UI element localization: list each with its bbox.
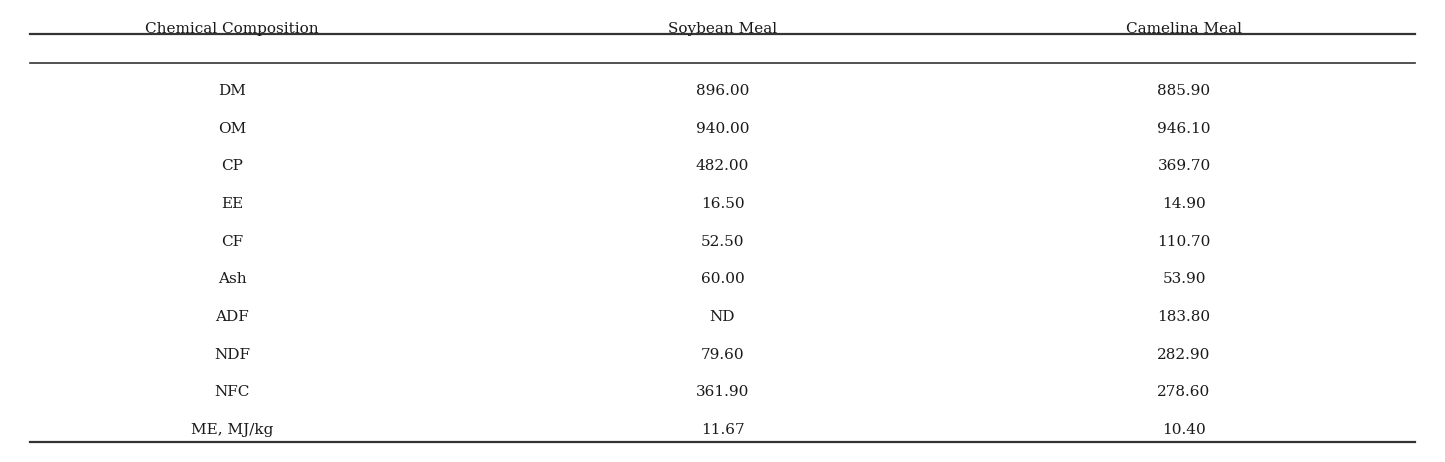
Text: EE: EE (221, 197, 243, 211)
Text: 16.50: 16.50 (701, 197, 744, 211)
Text: 361.90: 361.90 (696, 385, 749, 399)
Text: 52.50: 52.50 (701, 235, 744, 249)
Text: 278.60: 278.60 (1157, 385, 1211, 399)
Text: ADF: ADF (215, 310, 249, 324)
Text: CP: CP (221, 159, 243, 173)
Text: NFC: NFC (214, 385, 250, 399)
Text: 60.00: 60.00 (701, 272, 744, 286)
Text: 940.00: 940.00 (695, 122, 750, 136)
Text: NDF: NDF (214, 347, 250, 362)
Text: Soybean Meal: Soybean Meal (668, 22, 777, 36)
Text: ND: ND (709, 310, 736, 324)
Text: Chemical Composition: Chemical Composition (146, 22, 319, 36)
Text: 14.90: 14.90 (1162, 197, 1207, 211)
Text: 183.80: 183.80 (1157, 310, 1211, 324)
Text: 946.10: 946.10 (1157, 122, 1211, 136)
Text: 79.60: 79.60 (701, 347, 744, 362)
Text: 282.90: 282.90 (1157, 347, 1211, 362)
Text: 10.40: 10.40 (1162, 423, 1207, 437)
Text: ME, MJ/kg: ME, MJ/kg (191, 423, 273, 437)
Text: 885.90: 885.90 (1157, 84, 1211, 98)
Text: 482.00: 482.00 (696, 159, 749, 173)
Text: 110.70: 110.70 (1157, 235, 1211, 249)
Text: 896.00: 896.00 (696, 84, 749, 98)
Text: OM: OM (218, 122, 246, 136)
Text: DM: DM (218, 84, 246, 98)
Text: Ash: Ash (218, 272, 247, 286)
Text: 53.90: 53.90 (1162, 272, 1205, 286)
Text: CF: CF (221, 235, 243, 249)
Text: 369.70: 369.70 (1157, 159, 1211, 173)
Text: Camelina Meal: Camelina Meal (1126, 22, 1243, 36)
Text: 11.67: 11.67 (701, 423, 744, 437)
